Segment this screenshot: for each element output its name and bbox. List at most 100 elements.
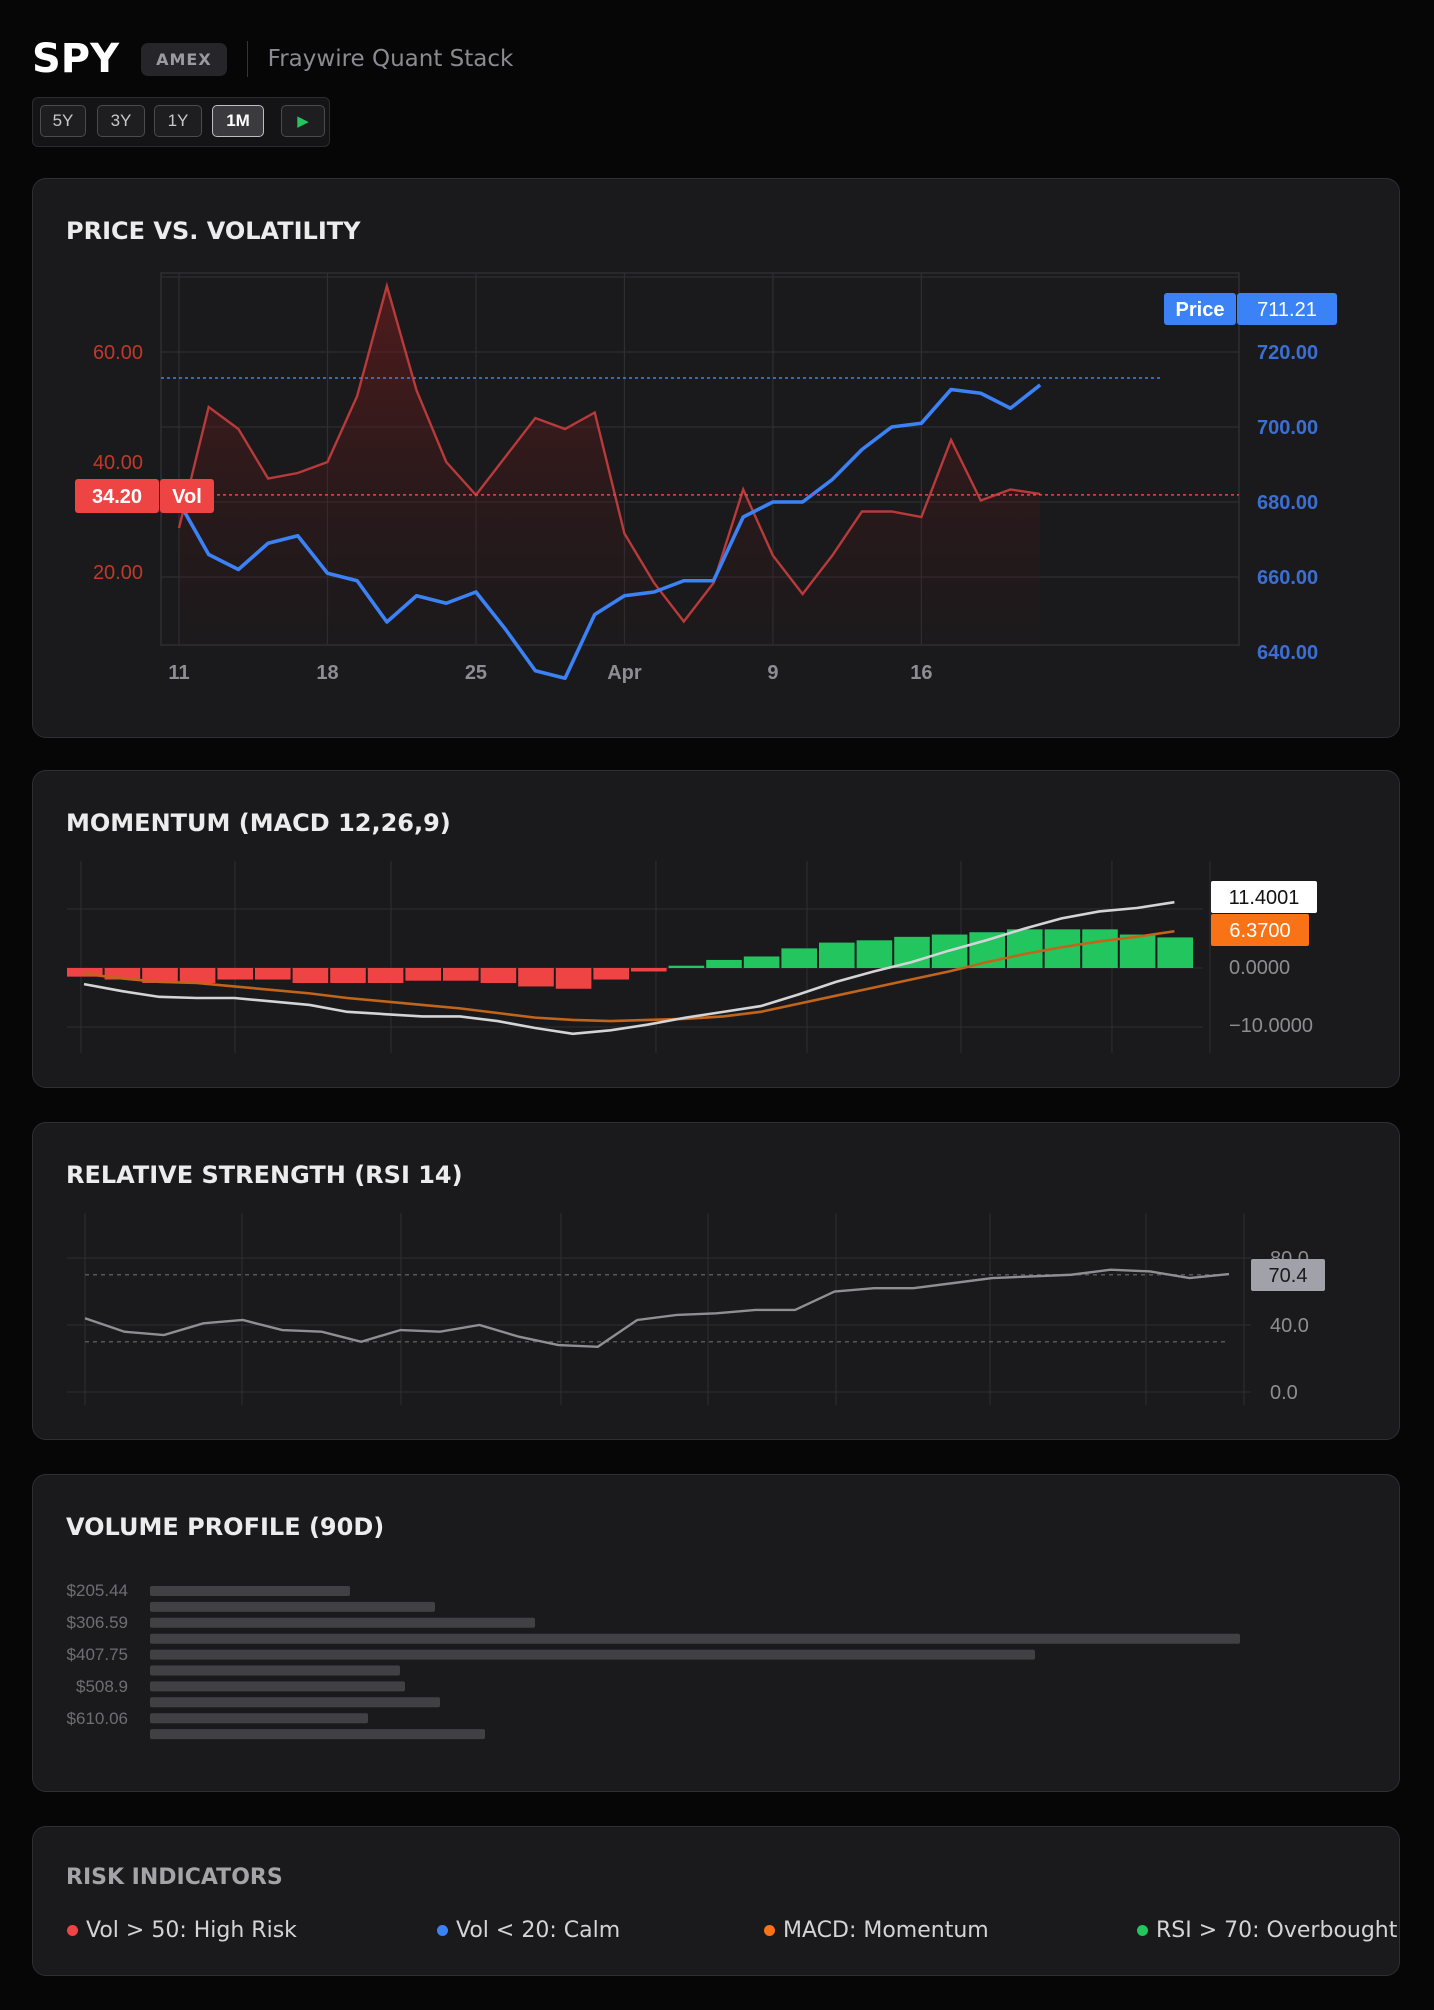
rsi-series-line xyxy=(84,1268,1230,1348)
vol-tag-label: Vol xyxy=(172,486,202,508)
macd-series-line xyxy=(83,900,1175,1036)
volume-profile-price-label: $610.06 xyxy=(67,1709,128,1728)
macd-histogram-bar xyxy=(292,968,329,984)
risk-indicators-card: RISK INDICATORS Vol > 50: High Risk Vol … xyxy=(32,1826,1400,1976)
price-last-value: 711.21 xyxy=(1257,299,1317,321)
risk-item-momentum: MACD: Momentum xyxy=(764,1918,989,1943)
x-tick-label: 16 xyxy=(910,662,932,684)
macd-histogram-bar xyxy=(405,968,441,981)
rsi-axis-tick-label: 40.0 xyxy=(1270,1315,1309,1337)
macd-histogram-bar xyxy=(217,968,253,980)
header-divider xyxy=(246,41,248,77)
macd-histogram-bar xyxy=(781,948,817,968)
left-axis-tick-label: 60.00 xyxy=(93,342,143,364)
macd-histogram-bar xyxy=(330,968,366,984)
macd-histogram-bar xyxy=(1082,929,1118,968)
volume-profile-price-label: $205.44 xyxy=(67,1581,128,1600)
risk-dot-icon xyxy=(437,1925,448,1936)
macd-card: MOMENTUM (MACD 12,26,9) 0.0000 −10.0000 11… xyxy=(32,770,1400,1088)
rsi-chart[interactable]: 0.040.080.070.4 xyxy=(33,1123,1401,1441)
right-axis-tick-label: 660.00 xyxy=(1257,567,1318,589)
x-tick-label: 9 xyxy=(767,662,778,684)
macd-histogram-bar xyxy=(518,968,554,987)
x-tick-label: Apr xyxy=(607,662,642,684)
x-tick-label: 18 xyxy=(316,662,338,684)
risk-item-calm: Vol < 20: Calm xyxy=(437,1918,620,1943)
range-selector: 5Y 3Y 1Y 1M ▶ xyxy=(32,97,330,147)
price-tag-box xyxy=(1164,293,1236,325)
header-subtitle: Fraywire Quant Stack xyxy=(267,46,514,72)
macd-histogram-bar xyxy=(1007,929,1043,968)
signal-series-line xyxy=(83,929,1175,1023)
rsi-value-box xyxy=(1251,1259,1325,1291)
play-icon: ▶ xyxy=(297,113,309,130)
price-tag-label: Price xyxy=(1176,299,1225,321)
vol-series-line xyxy=(177,281,1041,624)
macd-histogram-bar xyxy=(1157,937,1193,968)
risk-item-label: MACD: Momentum xyxy=(783,1918,989,1943)
x-tick-label: 25 xyxy=(465,662,487,684)
range-button-3y[interactable]: 3Y xyxy=(97,105,145,137)
price-value-box xyxy=(1237,293,1337,325)
risk-item-label: Vol > 50: High Risk xyxy=(86,1918,297,1943)
risk-item-label: RSI > 70: Overbought xyxy=(1156,1918,1398,1943)
rsi-axis-tick-label: 0.0 xyxy=(1270,1382,1298,1404)
macd-histogram-bar xyxy=(856,940,893,968)
range-button-1y[interactable]: 1Y xyxy=(154,105,202,137)
macd-histogram-bar xyxy=(142,968,178,984)
volume-profile-bar xyxy=(150,1633,1240,1644)
header: SPY AMEX Fraywire Quant Stack xyxy=(32,34,513,84)
volume-profile-price-label: $306.59 xyxy=(67,1613,128,1632)
x-tick-label: 11 xyxy=(168,662,189,684)
volume-profile-price-label: $508.9 xyxy=(76,1677,128,1696)
macd-histogram-bar xyxy=(668,965,705,968)
macd-axis-tick-label: −10.0000 xyxy=(1229,1015,1313,1037)
volume-profile-bar xyxy=(150,1697,440,1708)
macd-histogram-bar xyxy=(255,968,291,980)
vol-value-box xyxy=(75,479,159,513)
volume-profile-bar xyxy=(150,1601,435,1612)
price-series-line xyxy=(177,383,1042,681)
risk-dot-icon xyxy=(1137,1925,1148,1936)
volume-profile-price-label: $407.75 xyxy=(67,1645,128,1664)
rsi-card: RELATIVE STRENGTH (RSI 14) 0.040.080.070… xyxy=(32,1122,1400,1440)
volume-profile-bar xyxy=(150,1729,485,1740)
range-button-1m[interactable]: 1M xyxy=(212,105,264,137)
macd-histogram-bar xyxy=(179,968,216,984)
macd-title: MOMENTUM (MACD 12,26,9) xyxy=(66,809,451,837)
volume-profile-bar xyxy=(150,1681,405,1692)
vol-last-value: 34.20 xyxy=(92,486,142,508)
volume-profile-bar xyxy=(150,1713,368,1724)
macd-histogram-bar xyxy=(443,968,479,981)
exchange-badge: AMEX xyxy=(141,42,227,76)
volume-profile-bar xyxy=(150,1586,350,1596)
price-volatility-chart[interactable]: 11 18 25 Apr 9 16 20.00 40.00 60.00 640.00 660.00 6… xyxy=(33,179,1401,739)
volume-profile-title: VOLUME PROFILE (90D) xyxy=(66,1513,385,1541)
macd-histogram-bar xyxy=(631,968,667,972)
macd-histogram-bar xyxy=(819,942,855,968)
price-volatility-title: PRICE VS. VOLATILITY xyxy=(66,217,361,245)
macd-chart[interactable]: 0.0000 −10.0000 11.4001 6.3700 xyxy=(33,771,1401,1089)
macd-histogram-bar xyxy=(104,968,141,980)
risk-dot-icon xyxy=(764,1925,775,1936)
risk-dot-icon xyxy=(67,1925,78,1936)
left-axis-tick-label: 40.00 xyxy=(93,452,143,474)
volume-profile-bar xyxy=(150,1649,1035,1660)
rsi-last-value: 70.4 xyxy=(1269,1265,1308,1287)
volume-profile-bar xyxy=(150,1617,535,1628)
risk-item-label: Vol < 20: Calm xyxy=(456,1918,621,1943)
rsi-title: RELATIVE STRENGTH (RSI 14) xyxy=(66,1161,463,1189)
macd-value-box xyxy=(1211,881,1317,913)
play-button[interactable]: ▶ xyxy=(281,105,325,137)
signal-value-box xyxy=(1211,914,1309,946)
left-axis-tick-label: 20.00 xyxy=(93,562,143,584)
right-axis-tick-label: 720.00 xyxy=(1257,342,1318,364)
signal-last-value: 6.3700 xyxy=(1229,920,1290,942)
macd-histogram-bar xyxy=(706,959,742,968)
volume-profile-chart[interactable]: $205.44 $306.59 $407.75 $508.9 $610.06 xyxy=(33,1475,1401,1793)
macd-histogram-bar xyxy=(593,968,629,980)
macd-histogram-bar xyxy=(555,968,592,989)
range-button-5y[interactable]: 5Y xyxy=(40,105,86,137)
right-axis-tick-label: 640.00 xyxy=(1257,642,1318,664)
vol-tag-box xyxy=(160,479,214,513)
